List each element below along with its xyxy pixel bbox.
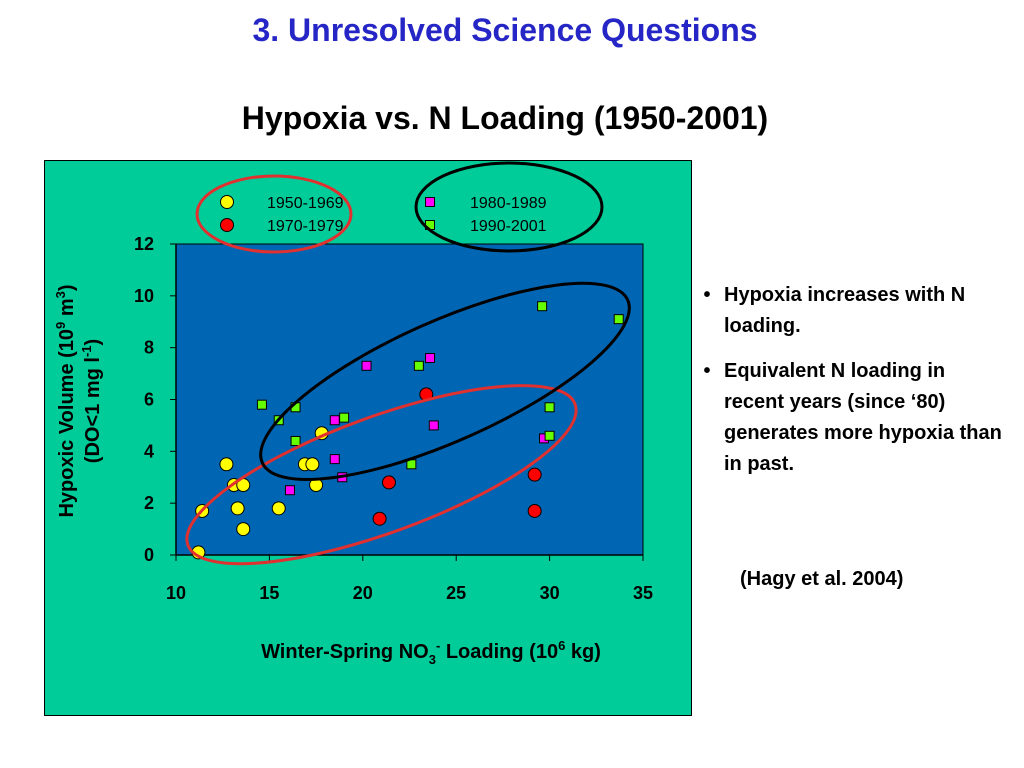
data-point-1990-2001 — [537, 301, 548, 312]
y-tick-label: 2 — [144, 493, 154, 513]
scatter-chart: 10 15 20 25 30 35 0 2 4 6 8 10 12 1950-1969 1980-1989… — [53, 161, 653, 667]
bullet-icon: • — [703, 360, 711, 382]
highlight-ellipses — [185, 281, 631, 566]
red-highlight-ellipse — [185, 384, 578, 566]
note-item: • Hypoxia increases with N loading. — [690, 280, 1010, 342]
data-point-1980-1989 — [329, 454, 340, 465]
data-point-1980-1989 — [425, 353, 436, 364]
data-point-1950-1969 — [219, 457, 234, 472]
legend-label: 1970-1979 — [267, 218, 344, 235]
data-point-1950-1969 — [305, 457, 320, 472]
y-tick-label: 8 — [144, 338, 154, 358]
note-item: • Equivalent N loading in recent years (… — [690, 356, 1010, 480]
data-point-1990-2001 — [544, 430, 555, 441]
data-point-1990-2001 — [290, 435, 301, 446]
legend-marker — [425, 197, 435, 207]
data-point-1980-1989 — [329, 415, 340, 426]
data-point-1950-1969 — [236, 522, 251, 537]
citation: (Hagy et al. 2004) — [740, 568, 904, 590]
x-axis-label: Winter-Spring NO3- Loading (106 kg) — [261, 638, 601, 667]
legend-red-ellipse — [195, 174, 353, 254]
x-label-tail: Loading (10 — [440, 641, 558, 663]
data-point-1990-2001 — [339, 412, 350, 423]
x-label-end: kg) — [565, 641, 601, 663]
y-tick-label: 10 — [134, 286, 154, 306]
notes-list: • Hypoxia increases with N loading. • Eq… — [690, 280, 1010, 494]
axes: 10 15 20 25 30 35 0 2 4 6 8 10 12 — [134, 234, 653, 603]
y-label-line2: (DO<1 mg l-1) — [79, 339, 104, 463]
data-point-1970-1979 — [381, 475, 396, 490]
x-label-sup2: 6 — [558, 638, 565, 653]
x-tick-label: 25 — [446, 583, 466, 603]
data-point-1990-2001 — [256, 399, 267, 410]
legend-marker — [220, 218, 234, 232]
y-tick-label: 12 — [134, 234, 154, 254]
y-tick-label: 4 — [144, 441, 154, 461]
x-tick-label: 30 — [540, 583, 560, 603]
y-tick-label: 0 — [144, 545, 154, 565]
note-text: Hypoxia increases with N loading. — [724, 284, 966, 337]
legend-marker — [220, 195, 234, 209]
data-point-1990-2001 — [413, 360, 424, 371]
data-point-1990-2001 — [613, 314, 624, 325]
legend-label: 1980-1989 — [470, 195, 547, 212]
x-tick-label: 20 — [353, 583, 373, 603]
slide-title: 3. Unresolved Science Questions — [252, 12, 758, 48]
x-label-sup: - — [436, 638, 440, 653]
x-tick-label: 35 — [633, 583, 653, 603]
data-point-1950-1969 — [271, 501, 286, 516]
plot-area — [175, 243, 644, 556]
legend: 1950-1969 1980-1989 1970-1979 1990-2001 — [195, 161, 604, 254]
legend-black-ellipse — [414, 161, 604, 253]
data-point-1980-1989 — [284, 485, 295, 496]
data-point-1980-1989 — [361, 360, 372, 371]
data-point-1970-1979 — [372, 511, 387, 526]
y-label-line1: Hypoxic Volume (109 m3) — [53, 284, 78, 517]
chart-panel: 10 15 20 25 30 35 0 2 4 6 8 10 12 1950-1969 1980-1989… — [44, 160, 692, 716]
y-tick-label: 6 — [144, 390, 154, 410]
y-axis-label: Hypoxic Volume (109 m3) (DO<1 mg l-1) — [53, 284, 104, 517]
x-label-sub: 3 — [429, 652, 436, 667]
data-point-1980-1989 — [428, 420, 439, 431]
bullet-icon: • — [703, 284, 711, 306]
data-point-1950-1969 — [230, 501, 245, 516]
x-tick-label: 10 — [166, 583, 186, 603]
data-point-1990-2001 — [544, 402, 555, 413]
legend-label: 1950-1969 — [267, 195, 344, 212]
legend-label: 1990-2001 — [470, 218, 547, 235]
black-highlight-ellipse — [259, 281, 631, 481]
data-point-1970-1979 — [527, 467, 542, 482]
chart-title: Hypoxia vs. N Loading (1950-2001) — [241, 100, 769, 136]
x-tick-label: 15 — [259, 583, 279, 603]
data-point-1970-1979 — [527, 503, 542, 518]
note-text: Equivalent N loading in recent years (si… — [724, 360, 1002, 475]
